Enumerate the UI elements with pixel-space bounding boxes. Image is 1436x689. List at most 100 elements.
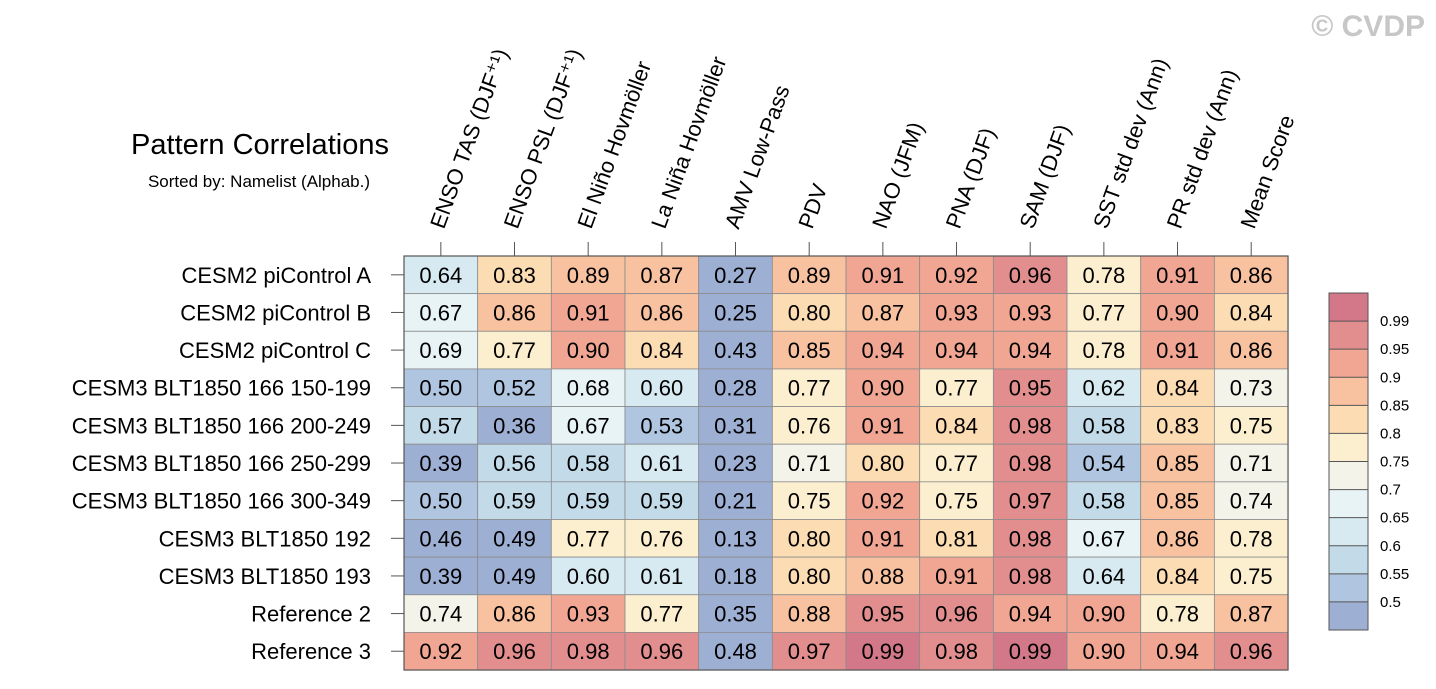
cell-value: 0.64 <box>419 263 462 288</box>
heatmap-cell <box>403 556 479 596</box>
cell-value: 0.62 <box>1082 376 1125 401</box>
heatmap-cell <box>919 443 994 483</box>
cell-value: 0.92 <box>935 263 978 288</box>
heatmap-cell <box>1066 330 1142 370</box>
cell-value: 0.75 <box>1230 413 1273 438</box>
heatmap-cell <box>1213 556 1289 596</box>
cell-value: 0.96 <box>640 639 683 664</box>
heatmap-cell <box>550 330 626 370</box>
cell-value: 0.50 <box>419 376 462 401</box>
heatmap-grid: 0.64 0.83 0.89 0.87 0.27 0.89 0.91 0.92 0.96 0.78… <box>403 255 1289 671</box>
cell-value: 0.78 <box>1156 602 1199 627</box>
cell-value: 0.61 <box>640 451 683 476</box>
column-label: AMV Low-Pass <box>720 82 795 232</box>
heatmap-cell <box>992 481 1068 520</box>
cell-value: 0.60 <box>567 564 610 589</box>
cell-value: 0.71 <box>788 451 831 476</box>
heatmap-cell <box>477 632 552 671</box>
cell-value: 0.90 <box>861 376 904 401</box>
chart-subtitle: Sorted by: Namelist (Alphab.) <box>148 172 370 191</box>
colorbar-swatch <box>1329 405 1368 434</box>
heatmap-cell <box>624 632 700 671</box>
cell-value: 0.96 <box>1009 263 1052 288</box>
heatmap-cell <box>477 443 552 483</box>
heatmap-cell <box>550 255 626 295</box>
cell-value: 0.77 <box>493 338 536 363</box>
colorbar-swatch <box>1329 349 1368 378</box>
colorbar-label: 0.65 <box>1380 510 1409 527</box>
heatmap-cell <box>624 594 700 633</box>
cell-value: 0.58 <box>1082 489 1125 514</box>
cell-value: 0.67 <box>567 413 610 438</box>
heatmap-cell <box>624 481 700 520</box>
heatmap-cell <box>1140 632 1215 671</box>
cell-value: 0.39 <box>419 451 462 476</box>
cell-value: 0.91 <box>861 526 904 551</box>
colorbar-label: 0.9 <box>1380 369 1401 386</box>
colorbar-label: 0.5 <box>1380 594 1401 611</box>
heatmap-cell <box>477 594 552 633</box>
row-label: Reference 2 <box>251 602 371 627</box>
cell-value: 0.43 <box>714 338 757 363</box>
heatmap-cell <box>1140 594 1215 633</box>
cell-value: 0.84 <box>935 413 978 438</box>
cell-value: 0.13 <box>714 526 757 551</box>
colorbar: 0.5 0.55 0.6 0.65 0.7 0.75 0.8 0.85 0.9 0.95 0.99 <box>1328 292 1409 631</box>
column-label: SAM (DJF) <box>1014 121 1075 232</box>
cell-value: 0.88 <box>788 602 831 627</box>
cell-value: 0.90 <box>1082 639 1125 664</box>
colorbar-label: 0.7 <box>1380 482 1401 499</box>
cell-value: 0.94 <box>1009 338 1052 363</box>
cell-value: 0.86 <box>1230 338 1273 363</box>
cell-value: 0.93 <box>567 602 610 627</box>
heatmap-cell <box>550 443 626 483</box>
cell-value: 0.52 <box>493 376 536 401</box>
row-label: CESM2 piControl C <box>179 338 371 363</box>
cell-value: 0.96 <box>493 639 536 664</box>
column-label: NAO (JFM) <box>867 119 929 232</box>
heatmap-cell <box>771 255 847 295</box>
heatmap-cell <box>477 330 552 370</box>
heatmap-cell <box>771 556 847 596</box>
colorbar-swatch <box>1329 545 1368 574</box>
cell-value: 0.85 <box>1156 489 1199 514</box>
cell-value: 0.77 <box>567 526 610 551</box>
colorbar-label: 0.55 <box>1380 566 1409 583</box>
heatmap-cell <box>1140 556 1215 596</box>
column-label: ENSO PSL (DJF⁺¹) <box>499 45 587 231</box>
row-label: CESM2 piControl B <box>180 300 371 325</box>
cell-value: 0.25 <box>714 300 757 325</box>
heatmap-cell <box>1140 519 1215 558</box>
heatmap-cell <box>1140 330 1215 370</box>
cell-value: 0.78 <box>1082 338 1125 363</box>
heatmap-cell <box>477 406 552 445</box>
heatmap-cell <box>550 293 626 332</box>
heatmap-cell <box>550 481 626 520</box>
heatmap-cell <box>698 519 773 558</box>
cell-value: 0.75 <box>788 489 831 514</box>
column-label: ENSO TAS (DJF⁺¹) <box>425 45 513 231</box>
heatmap-cell <box>771 293 847 332</box>
heatmap-cell <box>624 293 700 332</box>
heatmap-cell <box>403 594 479 633</box>
cell-value: 0.78 <box>1230 526 1273 551</box>
cell-value: 0.49 <box>493 564 536 589</box>
cell-value: 0.86 <box>640 300 683 325</box>
heatmap-cell <box>919 519 994 558</box>
cell-value: 0.59 <box>567 489 610 514</box>
cell-value: 0.76 <box>640 526 683 551</box>
cell-value: 0.96 <box>1230 639 1273 664</box>
colorbar-swatch <box>1329 573 1368 602</box>
heatmap-cell <box>624 406 700 445</box>
cell-value: 0.84 <box>640 338 683 363</box>
cell-value: 0.98 <box>935 639 978 664</box>
cell-value: 0.92 <box>419 639 462 664</box>
cell-value: 0.36 <box>493 413 536 438</box>
heatmap-cell <box>919 255 994 295</box>
cell-value: 0.58 <box>567 451 610 476</box>
colorbar-swatch <box>1329 601 1368 630</box>
heatmap-cell <box>1066 594 1142 633</box>
row-label: CESM3 BLT1850 166 300-349 <box>72 489 371 514</box>
cell-value: 0.77 <box>935 376 978 401</box>
